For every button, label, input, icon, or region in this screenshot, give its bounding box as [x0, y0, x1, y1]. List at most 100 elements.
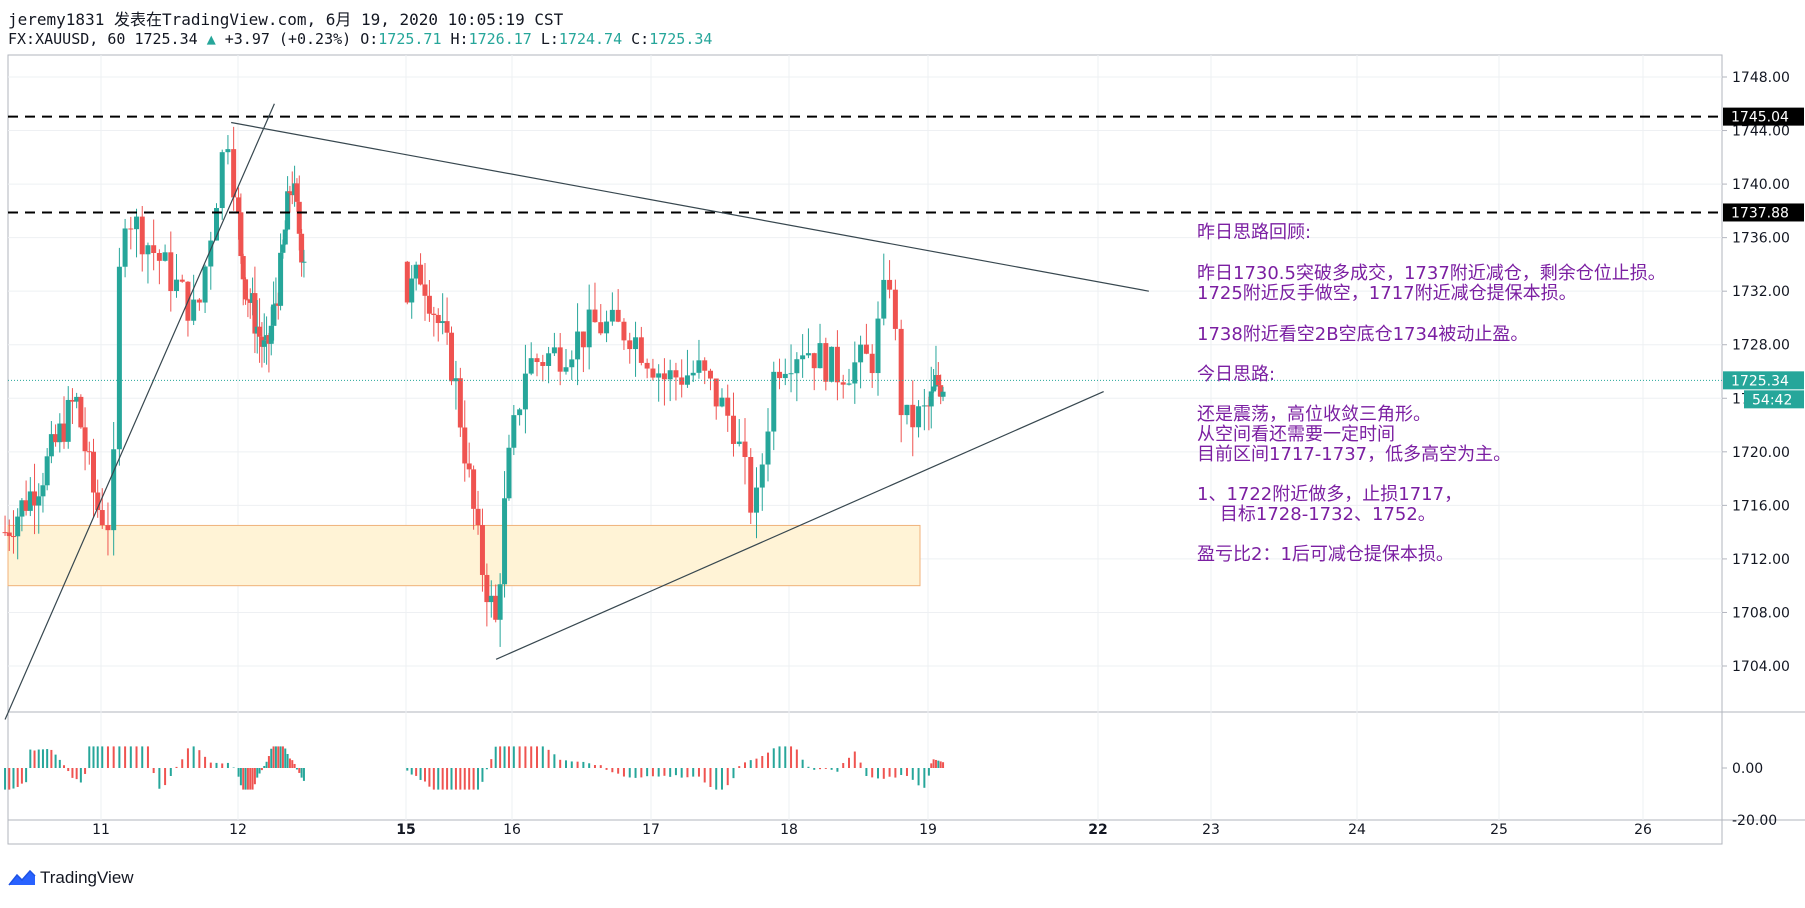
x-tick-label: 24: [1348, 822, 1366, 838]
candle-body: [179, 279, 185, 282]
candle-body: [214, 208, 220, 241]
tradingview-logo-icon: [8, 869, 36, 886]
candle-body: [431, 313, 437, 315]
candle-body: [69, 399, 75, 402]
candle-body: [174, 279, 180, 292]
candle-body: [506, 447, 512, 499]
candle-body: [904, 404, 910, 416]
x-tick-label: 26: [1634, 822, 1652, 838]
x-tick-label: 18: [780, 822, 798, 838]
chart-header-ohlc: FX:XAUUSD, 60 1725.34 ▲ +3.97 (+0.23%) O…: [8, 30, 712, 48]
candle-body: [78, 396, 84, 428]
candle-body: [782, 373, 788, 379]
note-review-1: 昨日1730.5突破多成交，1737附近减仓，剩余仓位止损。: [1197, 263, 1666, 284]
candle-body: [638, 337, 644, 363]
candle-body: [99, 510, 105, 526]
candle-body: [928, 391, 934, 407]
candle-body: [32, 491, 38, 506]
candle-body: [105, 525, 111, 531]
candle-body: [621, 321, 627, 341]
candle-body: [777, 371, 783, 379]
candle-body: [713, 378, 719, 407]
osc-bottom-label: -20.00: [1732, 813, 1777, 829]
candle-body: [502, 498, 508, 585]
candle-body: [881, 279, 887, 319]
candle-body: [522, 373, 528, 410]
candle-body: [534, 358, 540, 363]
candle-body: [426, 295, 432, 314]
candle-body: [191, 299, 197, 321]
candle-body: [287, 191, 293, 194]
candle-body: [684, 375, 690, 385]
x-tick-label: 23: [1202, 822, 1220, 838]
note-today-1: 还是震荡，高位收敛三角形。: [1197, 404, 1431, 425]
candle-body: [742, 441, 748, 457]
candle-body: [493, 595, 499, 620]
candle-body: [404, 261, 410, 303]
candle-body: [156, 252, 162, 261]
tradingview-logo[interactable]: TradingView: [8, 868, 134, 888]
high-value: 1726.17: [468, 30, 532, 48]
candle-body: [817, 343, 823, 369]
candle-body: [673, 370, 679, 378]
candle-body: [23, 500, 29, 511]
candle-body: [661, 373, 667, 380]
x-tick-label: 12: [229, 822, 247, 838]
x-tick-label: 25: [1490, 822, 1508, 838]
candle-body: [898, 328, 904, 416]
candle-body: [563, 367, 569, 372]
candle-body: [240, 256, 246, 280]
symbol-label: FX:XAUUSD, 60: [8, 30, 126, 48]
candle-body: [231, 149, 237, 198]
candle-body: [730, 415, 736, 444]
candle-body: [736, 441, 742, 444]
candle-body: [168, 252, 174, 292]
trendline-ascending-support: [495, 391, 1104, 660]
candle-body: [219, 152, 225, 209]
note-plan-3: 盈亏比2：1后可减仓提保本损。: [1197, 544, 1454, 565]
countdown-bg: [1744, 390, 1804, 409]
candle-body: [569, 359, 575, 368]
candle-body: [551, 347, 557, 354]
candle-body: [453, 378, 459, 382]
candle-body: [840, 382, 846, 385]
note-review-3: 1738附近看空2B空底仓1734被动止盈。: [1197, 324, 1529, 345]
candle-body: [794, 359, 800, 374]
candle-body: [208, 240, 214, 267]
x-tick-label: 15: [396, 822, 415, 838]
candle-body: [497, 584, 503, 620]
candle-body: [517, 409, 523, 416]
high-key: H:: [450, 30, 469, 48]
note-plan-2: 目标1728-1732、1752。: [1197, 504, 1436, 525]
x-tick-label: 19: [919, 822, 937, 838]
candle-body: [236, 197, 242, 213]
candle-body: [285, 191, 291, 230]
candle-body: [759, 464, 765, 488]
candle-body: [462, 427, 468, 464]
candle-body: [805, 353, 811, 356]
candle-body: [449, 332, 455, 382]
y-tick-label: 1708.00: [1732, 605, 1790, 621]
price-tag-last: 1725.34: [1731, 373, 1789, 389]
candle-body: [627, 340, 633, 350]
y-tick-label: 1716.00: [1732, 498, 1790, 514]
candle-body: [243, 279, 249, 300]
candle-body: [139, 216, 145, 255]
candle-body: [834, 346, 840, 383]
note-plan-1: 1、1722附近做多，止损1717，: [1197, 484, 1463, 505]
y-tick-label: 1732.00: [1732, 284, 1790, 300]
candle-body: [27, 491, 33, 511]
x-tick-label: 11: [92, 822, 110, 838]
candle-body: [546, 353, 552, 366]
candle-body: [6, 532, 12, 537]
price-tag-level-mid: 1737.88: [1731, 205, 1789, 221]
y-tick-label: 1736.00: [1732, 231, 1790, 247]
candle-body: [409, 278, 415, 303]
note-today-2: 从空间看还需要一定时间: [1197, 424, 1395, 445]
x-tick-label: 16: [503, 822, 521, 838]
close-value: 1725.34: [649, 30, 713, 48]
candle-body: [650, 368, 656, 378]
candle-body: [252, 293, 258, 334]
